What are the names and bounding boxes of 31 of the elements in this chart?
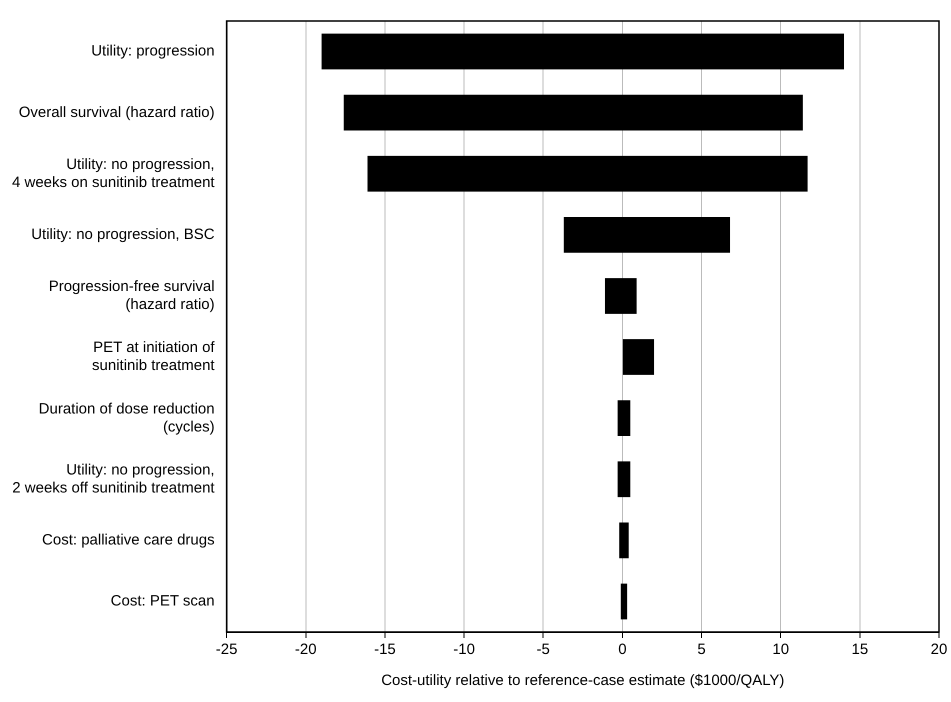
y-tick-label: Duration of dose reduction (cycles) <box>38 400 215 436</box>
y-tick-label: Cost: palliative care drugs <box>42 531 215 548</box>
x-tick-label: -20 <box>294 641 317 658</box>
bar <box>604 278 637 314</box>
x-tick-label: 15 <box>852 641 868 658</box>
x-tick-label: 5 <box>697 641 706 658</box>
bar <box>368 156 808 192</box>
x-tick-label: 20 <box>930 641 948 658</box>
bar <box>618 400 630 436</box>
y-tick-label: Utility: progression <box>91 42 215 60</box>
bar <box>619 522 629 558</box>
y-tick-label: Utility: no progression, BSC <box>31 226 215 243</box>
bar <box>618 461 630 498</box>
x-axis-title: Cost-utility relative to reference-case estimate ($1000/QALY) <box>381 672 784 690</box>
x-tick-label: 0 <box>618 641 627 658</box>
y-tick-label: Utility: no progression, 2 weeks off sunitinib treatment <box>12 461 216 496</box>
y-tick-label: Cost: PET scan <box>110 592 215 610</box>
bar <box>322 34 844 70</box>
x-tick-label: -10 <box>453 641 475 658</box>
y-tick-label: Overall survival (hazard ratio) <box>18 104 215 121</box>
y-tick-label: Progression-free survival (hazard ratio) <box>48 278 215 314</box>
x-tick-label: -25 <box>216 641 238 658</box>
bar <box>344 94 803 131</box>
x-tick-label: -5 <box>536 641 550 658</box>
y-tick-label: Utility: no progression, 4 weeks on sunitinib treatment <box>12 156 216 191</box>
bar <box>564 216 730 253</box>
bar <box>620 584 628 620</box>
bar <box>622 339 654 375</box>
x-tick-label: 10 <box>772 641 790 658</box>
y-tick-label: PET at initiation of sunitinib treatment <box>92 339 216 374</box>
x-tick-label: -15 <box>374 641 396 658</box>
